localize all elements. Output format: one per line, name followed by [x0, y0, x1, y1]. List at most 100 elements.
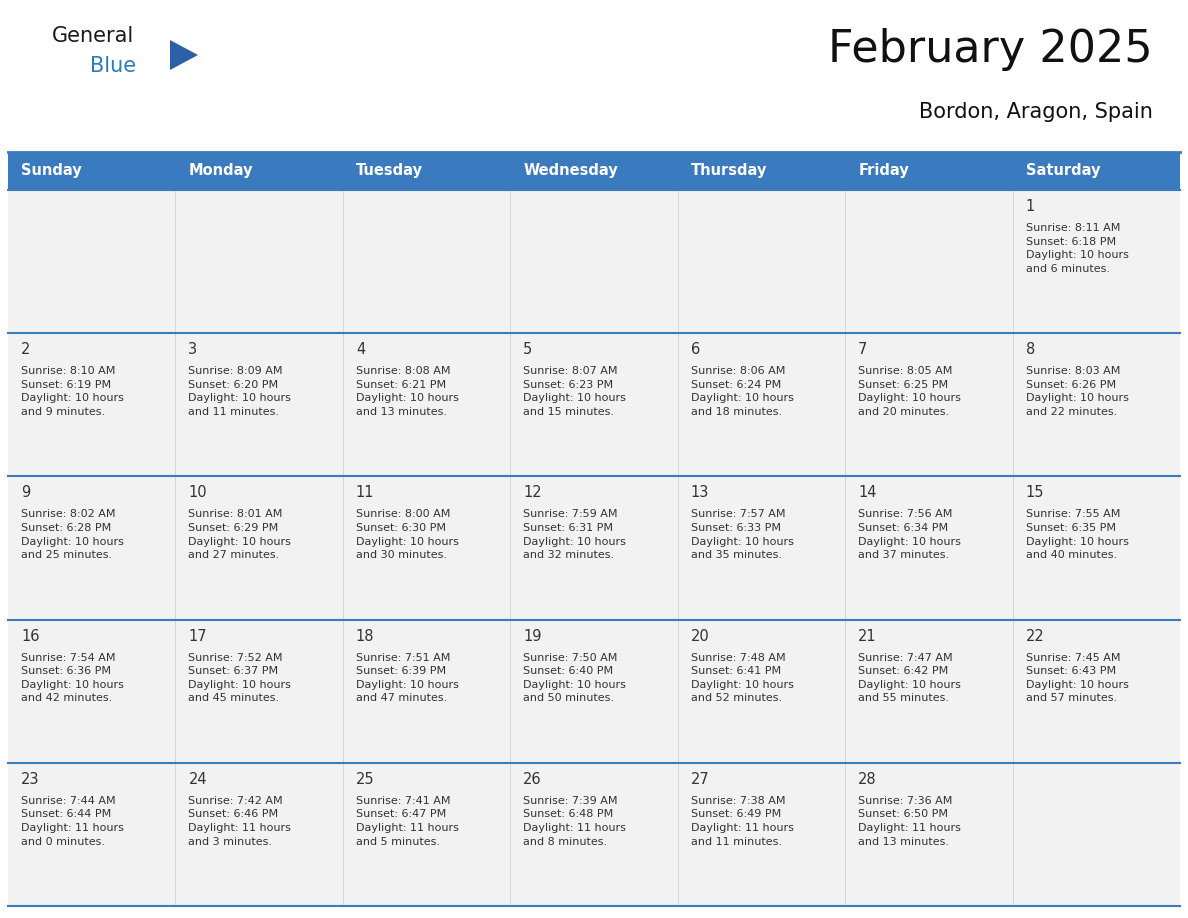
Text: Sunrise: 8:08 AM
Sunset: 6:21 PM
Daylight: 10 hours
and 13 minutes.: Sunrise: 8:08 AM Sunset: 6:21 PM Dayligh… [356, 366, 459, 417]
Bar [1012, 333, 1180, 476]
Text: 21: 21 [858, 629, 877, 644]
Bar [677, 476, 845, 620]
Text: Sunrise: 7:51 AM
Sunset: 6:39 PM
Daylight: 10 hours
and 47 minutes.: Sunrise: 7:51 AM Sunset: 6:39 PM Dayligh… [356, 653, 459, 703]
Text: Sunrise: 7:39 AM
Sunset: 6:48 PM
Daylight: 11 hours
and 8 minutes.: Sunrise: 7:39 AM Sunset: 6:48 PM Dayligh… [523, 796, 626, 846]
Text: 10: 10 [189, 486, 207, 500]
Text: February 2025: February 2025 [828, 28, 1154, 71]
Text: Sunrise: 7:59 AM
Sunset: 6:31 PM
Daylight: 10 hours
and 32 minutes.: Sunrise: 7:59 AM Sunset: 6:31 PM Dayligh… [523, 509, 626, 560]
Text: 6: 6 [690, 342, 700, 357]
Bar [1012, 620, 1180, 763]
Text: 18: 18 [356, 629, 374, 644]
Text: Thursday: Thursday [690, 163, 767, 178]
Text: Sunrise: 7:41 AM
Sunset: 6:47 PM
Daylight: 11 hours
and 5 minutes.: Sunrise: 7:41 AM Sunset: 6:47 PM Dayligh… [356, 796, 459, 846]
Text: Sunrise: 7:54 AM
Sunset: 6:36 PM
Daylight: 10 hours
and 42 minutes.: Sunrise: 7:54 AM Sunset: 6:36 PM Dayligh… [21, 653, 124, 703]
Bar [176, 152, 343, 190]
Text: Bordon, Aragon, Spain: Bordon, Aragon, Spain [920, 102, 1154, 122]
Text: Sunrise: 7:42 AM
Sunset: 6:46 PM
Daylight: 11 hours
and 3 minutes.: Sunrise: 7:42 AM Sunset: 6:46 PM Dayligh… [189, 796, 291, 846]
Text: Sunrise: 8:09 AM
Sunset: 6:20 PM
Daylight: 10 hours
and 11 minutes.: Sunrise: 8:09 AM Sunset: 6:20 PM Dayligh… [189, 366, 291, 417]
Text: Wednesday: Wednesday [523, 163, 618, 178]
Text: 8: 8 [1025, 342, 1035, 357]
Bar [1012, 152, 1180, 190]
Bar [677, 333, 845, 476]
Text: 16: 16 [21, 629, 39, 644]
Text: Sunrise: 7:44 AM
Sunset: 6:44 PM
Daylight: 11 hours
and 0 minutes.: Sunrise: 7:44 AM Sunset: 6:44 PM Dayligh… [21, 796, 124, 846]
Bar [343, 333, 511, 476]
Text: 25: 25 [356, 772, 374, 787]
Text: 3: 3 [189, 342, 197, 357]
Text: 13: 13 [690, 486, 709, 500]
Bar [176, 190, 343, 333]
Text: 22: 22 [1025, 629, 1044, 644]
Bar [176, 333, 343, 476]
Text: Sunrise: 7:52 AM
Sunset: 6:37 PM
Daylight: 10 hours
and 45 minutes.: Sunrise: 7:52 AM Sunset: 6:37 PM Dayligh… [189, 653, 291, 703]
Text: 26: 26 [523, 772, 542, 787]
Text: Sunrise: 8:10 AM
Sunset: 6:19 PM
Daylight: 10 hours
and 9 minutes.: Sunrise: 8:10 AM Sunset: 6:19 PM Dayligh… [21, 366, 124, 417]
Text: 23: 23 [21, 772, 39, 787]
Text: Sunrise: 8:02 AM
Sunset: 6:28 PM
Daylight: 10 hours
and 25 minutes.: Sunrise: 8:02 AM Sunset: 6:28 PM Dayligh… [21, 509, 124, 560]
Bar [8, 152, 176, 190]
Bar [176, 620, 343, 763]
Text: General: General [52, 26, 134, 46]
Text: 14: 14 [858, 486, 877, 500]
Bar [511, 620, 677, 763]
Bar [1012, 763, 1180, 906]
Bar [677, 620, 845, 763]
Bar [511, 333, 677, 476]
Text: 28: 28 [858, 772, 877, 787]
Text: Monday: Monday [189, 163, 253, 178]
Bar [511, 190, 677, 333]
Text: 15: 15 [1025, 486, 1044, 500]
Text: Sunrise: 8:00 AM
Sunset: 6:30 PM
Daylight: 10 hours
and 30 minutes.: Sunrise: 8:00 AM Sunset: 6:30 PM Dayligh… [356, 509, 459, 560]
Bar [845, 763, 1012, 906]
Text: Sunrise: 8:07 AM
Sunset: 6:23 PM
Daylight: 10 hours
and 15 minutes.: Sunrise: 8:07 AM Sunset: 6:23 PM Dayligh… [523, 366, 626, 417]
Text: Sunrise: 8:03 AM
Sunset: 6:26 PM
Daylight: 10 hours
and 22 minutes.: Sunrise: 8:03 AM Sunset: 6:26 PM Dayligh… [1025, 366, 1129, 417]
Text: Sunrise: 8:01 AM
Sunset: 6:29 PM
Daylight: 10 hours
and 27 minutes.: Sunrise: 8:01 AM Sunset: 6:29 PM Dayligh… [189, 509, 291, 560]
Text: Sunrise: 7:57 AM
Sunset: 6:33 PM
Daylight: 10 hours
and 35 minutes.: Sunrise: 7:57 AM Sunset: 6:33 PM Dayligh… [690, 509, 794, 560]
Text: Sunrise: 7:45 AM
Sunset: 6:43 PM
Daylight: 10 hours
and 57 minutes.: Sunrise: 7:45 AM Sunset: 6:43 PM Dayligh… [1025, 653, 1129, 703]
Text: Sunrise: 8:11 AM
Sunset: 6:18 PM
Daylight: 10 hours
and 6 minutes.: Sunrise: 8:11 AM Sunset: 6:18 PM Dayligh… [1025, 223, 1129, 274]
Polygon shape [170, 40, 198, 70]
Text: 12: 12 [523, 486, 542, 500]
Text: 11: 11 [356, 486, 374, 500]
Text: 1: 1 [1025, 199, 1035, 214]
Bar [343, 763, 511, 906]
Bar [8, 620, 176, 763]
Text: 7: 7 [858, 342, 867, 357]
Text: 4: 4 [356, 342, 365, 357]
Bar [1012, 190, 1180, 333]
Text: Saturday: Saturday [1025, 163, 1100, 178]
Bar [511, 152, 677, 190]
Text: 5: 5 [523, 342, 532, 357]
Bar [677, 152, 845, 190]
Text: Friday: Friday [858, 163, 909, 178]
Bar [8, 763, 176, 906]
Text: Sunday: Sunday [21, 163, 82, 178]
Text: 24: 24 [189, 772, 207, 787]
Bar [677, 190, 845, 333]
Bar [343, 620, 511, 763]
Bar [511, 763, 677, 906]
Bar [845, 620, 1012, 763]
Bar [511, 476, 677, 620]
Text: Sunrise: 7:47 AM
Sunset: 6:42 PM
Daylight: 10 hours
and 55 minutes.: Sunrise: 7:47 AM Sunset: 6:42 PM Dayligh… [858, 653, 961, 703]
Bar [1012, 476, 1180, 620]
Bar [343, 476, 511, 620]
Bar [677, 763, 845, 906]
Bar [343, 190, 511, 333]
Bar [343, 152, 511, 190]
Text: Sunrise: 8:05 AM
Sunset: 6:25 PM
Daylight: 10 hours
and 20 minutes.: Sunrise: 8:05 AM Sunset: 6:25 PM Dayligh… [858, 366, 961, 417]
Bar [845, 152, 1012, 190]
Bar [845, 190, 1012, 333]
Text: 20: 20 [690, 629, 709, 644]
Text: 9: 9 [21, 486, 30, 500]
Text: Sunrise: 7:55 AM
Sunset: 6:35 PM
Daylight: 10 hours
and 40 minutes.: Sunrise: 7:55 AM Sunset: 6:35 PM Dayligh… [1025, 509, 1129, 560]
Text: Sunrise: 7:36 AM
Sunset: 6:50 PM
Daylight: 11 hours
and 13 minutes.: Sunrise: 7:36 AM Sunset: 6:50 PM Dayligh… [858, 796, 961, 846]
Bar [8, 476, 176, 620]
Bar [8, 333, 176, 476]
Text: 19: 19 [523, 629, 542, 644]
Bar [176, 763, 343, 906]
Bar [845, 476, 1012, 620]
Text: Blue: Blue [90, 56, 137, 76]
Text: Sunrise: 7:38 AM
Sunset: 6:49 PM
Daylight: 11 hours
and 11 minutes.: Sunrise: 7:38 AM Sunset: 6:49 PM Dayligh… [690, 796, 794, 846]
Text: Sunrise: 7:56 AM
Sunset: 6:34 PM
Daylight: 10 hours
and 37 minutes.: Sunrise: 7:56 AM Sunset: 6:34 PM Dayligh… [858, 509, 961, 560]
